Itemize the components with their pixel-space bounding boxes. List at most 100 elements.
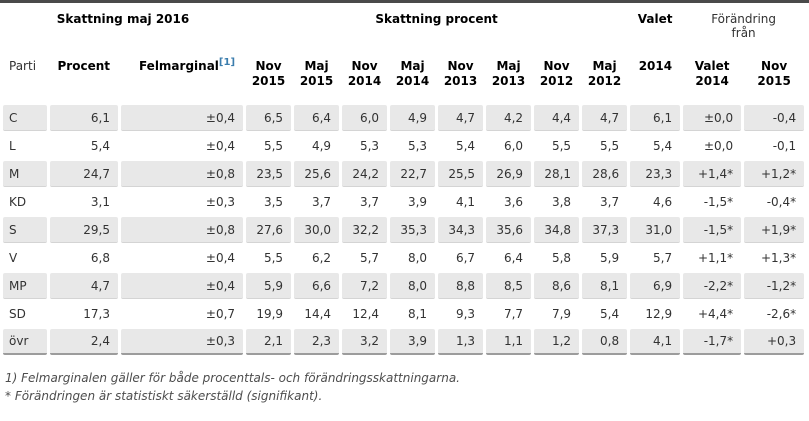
value-cell: 5,5 [246, 245, 292, 271]
value-cell: 7,9 [534, 301, 580, 327]
value-cell: 3,9 [390, 189, 436, 215]
column-header-procent: Procent [57, 59, 111, 73]
poll-results-table: Skattning maj 2016 Skattning procent Val… [0, 3, 807, 357]
party-cell: S [3, 217, 47, 243]
value-cell: -1,2* [744, 273, 805, 299]
value-cell: 35,6 [486, 217, 532, 243]
value-cell: -1,7* [683, 329, 742, 355]
value-cell: 28,1 [534, 161, 580, 187]
value-cell: 8,6 [534, 273, 580, 299]
value-cell: 4,9 [294, 133, 340, 159]
value-cell: 12,9 [630, 301, 681, 327]
value-cell: 6,4 [486, 245, 532, 271]
value-cell: 23,3 [630, 161, 681, 187]
value-cell: +1,1* [683, 245, 742, 271]
value-cell: 2,4 [50, 329, 118, 355]
value-cell: ±0,8 [121, 161, 244, 187]
value-cell: ±0,4 [121, 273, 244, 299]
value-cell: 4,7 [50, 273, 118, 299]
value-cell: 5,8 [534, 245, 580, 271]
footnote-1-link[interactable]: [1] [218, 57, 236, 68]
value-cell: 8,8 [438, 273, 484, 299]
value-cell: 2,1 [246, 329, 292, 355]
value-cell: 29,5 [50, 217, 118, 243]
value-cell: 5,5 [246, 133, 292, 159]
column-header-parti: Parti [9, 59, 37, 73]
party-cell: C [3, 105, 47, 131]
value-cell: ±0,0 [683, 105, 742, 131]
group-header-election: Valet [637, 12, 673, 26]
value-cell: 6,7 [438, 245, 484, 271]
value-cell: +0,3 [744, 329, 805, 355]
table-row-l: L 5,4 ±0,4 5,5 4,9 5,3 5,3 5,4 6,0 5,5 5,5 5,4 ±0,0-… [3, 133, 805, 159]
value-cell: 22,7 [390, 161, 436, 187]
column-header-nov-2015: Nov 2015 [757, 59, 791, 88]
value-cell: 1,3 [438, 329, 484, 355]
value-cell: 5,5 [582, 133, 628, 159]
value-cell: ±0,3 [121, 189, 244, 215]
value-cell: 2,3 [294, 329, 340, 355]
value-cell: 4,7 [438, 105, 484, 131]
value-cell: 5,5 [534, 133, 580, 159]
value-cell: ±0,4 [121, 245, 244, 271]
value-cell: 4,4 [534, 105, 580, 131]
value-cell: 5,7 [630, 245, 681, 271]
value-cell: 8,0 [390, 273, 436, 299]
value-cell: 5,4 [630, 133, 681, 159]
party-cell: L [3, 133, 47, 159]
value-cell: ±0,7 [121, 301, 244, 327]
value-cell: 3,7 [582, 189, 628, 215]
value-cell: +4,4* [683, 301, 742, 327]
table-row-sd: SD 17,3 ±0,7 19,9 14,4 12,4 8,1 9,3 7,7 7,9 5,4 12,… [3, 301, 805, 327]
value-cell: ±0,4 [121, 133, 244, 159]
party-cell: MP [3, 273, 47, 299]
table-row-c: C 6,1 ±0,4 6,5 6,4 6,0 4,9 4,7 4,2 4,4 4,7 6,1 ±0,0-… [3, 105, 805, 131]
value-cell: 25,6 [294, 161, 340, 187]
value-cell: -2,2* [683, 273, 742, 299]
value-cell: 34,3 [438, 217, 484, 243]
group-header-change-from-label: Förändring från [711, 12, 777, 40]
value-cell: 25,5 [438, 161, 484, 187]
value-cell: -1,5* [683, 189, 742, 215]
value-cell: 1,2 [534, 329, 580, 355]
column-header-felmarginal: Felmarginal[1] [138, 57, 236, 73]
footnotes: 1) Felmarginalen gäller för både procent… [5, 370, 809, 404]
party-cell: M [3, 161, 47, 187]
value-cell: 8,0 [390, 245, 436, 271]
column-header-nov-2012: Nov 2012 [539, 59, 574, 88]
value-cell: 7,2 [342, 273, 388, 299]
value-cell: 28,6 [582, 161, 628, 187]
group-header-percent: Skattning procent [375, 12, 498, 26]
value-cell: 5,4 [582, 301, 628, 327]
value-cell: +1,2* [744, 161, 805, 187]
column-header-2014: 2014 [638, 59, 673, 73]
value-cell: 5,4 [50, 133, 118, 159]
table-row-v: V 6,8 ±0,4 5,5 6,2 5,7 8,0 6,7 6,4 5,8 5,9 5,7 +1,1*… [3, 245, 805, 271]
value-cell: 4,2 [486, 105, 532, 131]
value-cell: 19,9 [246, 301, 292, 327]
value-cell: 3,6 [486, 189, 532, 215]
value-cell: 6,8 [50, 245, 118, 271]
column-header-nov-2013: Nov 2013 [443, 59, 478, 88]
table-row-mp: MP 4,7 ±0,4 5,9 6,6 7,2 8,0 8,8 8,5 8,6 8,1 6,9 -2,2… [3, 273, 805, 299]
group-header-estimation: Skattning maj 2016 [56, 12, 190, 26]
value-cell: 31,0 [630, 217, 681, 243]
value-cell: 3,5 [246, 189, 292, 215]
value-cell: 6,2 [294, 245, 340, 271]
column-header-maj-2012: Maj 2012 [587, 59, 622, 88]
footnote-margin-of-error: 1) Felmarginalen gäller för både procent… [5, 371, 460, 385]
value-cell: 35,3 [390, 217, 436, 243]
value-cell: 4,7 [582, 105, 628, 131]
value-cell: 5,7 [342, 245, 388, 271]
value-cell: 5,9 [246, 273, 292, 299]
column-header-maj-2015: Maj 2015 [299, 59, 334, 88]
value-cell: 30,0 [294, 217, 340, 243]
column-header-valet-2014: Valet 2014 [694, 59, 730, 88]
value-cell: 6,0 [486, 133, 532, 159]
value-cell: 6,5 [246, 105, 292, 131]
value-cell: -2,6* [744, 301, 805, 327]
value-cell: ±0,8 [121, 217, 244, 243]
value-cell: 4,1 [438, 189, 484, 215]
value-cell: 5,3 [390, 133, 436, 159]
value-cell: 24,2 [342, 161, 388, 187]
